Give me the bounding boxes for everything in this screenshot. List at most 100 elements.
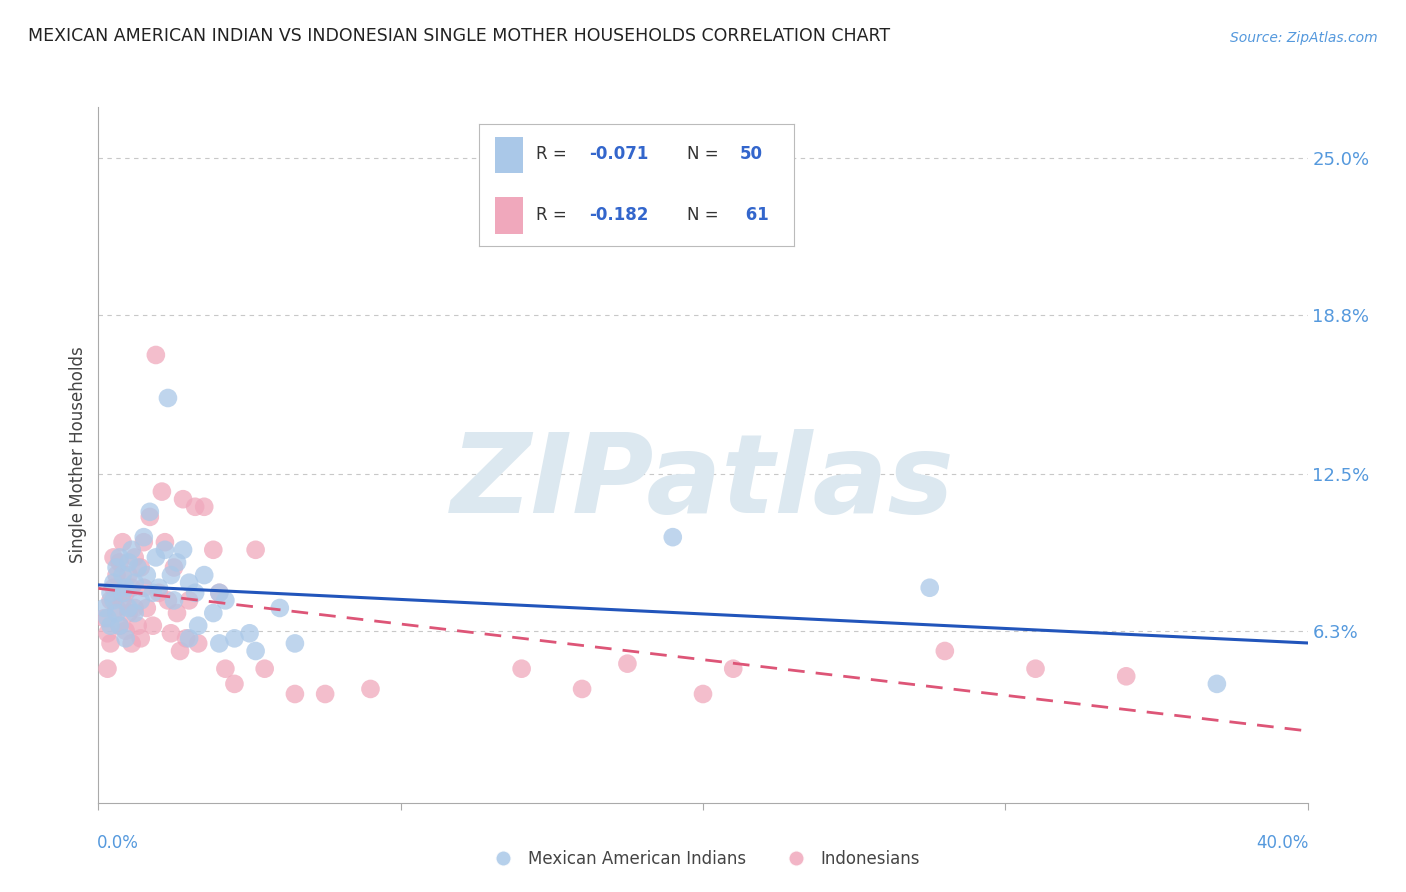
- Point: [193, 500, 215, 514]
- Point: [139, 509, 162, 524]
- Point: [132, 581, 155, 595]
- Point: [245, 542, 267, 557]
- Point: [135, 568, 157, 582]
- Text: Source: ZipAtlas.com: Source: ZipAtlas.com: [1230, 30, 1378, 45]
- Point: [163, 593, 186, 607]
- Point: [129, 593, 152, 607]
- Point: [111, 586, 134, 600]
- Point: [166, 606, 188, 620]
- Point: [142, 586, 165, 600]
- Point: [360, 681, 382, 696]
- Point: [156, 391, 179, 405]
- Point: [100, 593, 122, 607]
- Point: [510, 662, 533, 676]
- Point: [127, 560, 149, 574]
- Point: [114, 581, 136, 595]
- Point: [284, 687, 307, 701]
- Point: [114, 632, 136, 646]
- Point: [124, 606, 146, 620]
- Point: [571, 681, 593, 696]
- Point: [105, 568, 128, 582]
- Point: [124, 601, 146, 615]
- Point: [108, 618, 131, 632]
- Point: [103, 575, 125, 590]
- Point: [148, 586, 170, 600]
- Legend: Mexican American Indians, Indonesians: Mexican American Indians, Indonesians: [479, 843, 927, 874]
- Point: [184, 586, 207, 600]
- Point: [103, 550, 125, 565]
- Point: [245, 644, 267, 658]
- Point: [129, 560, 152, 574]
- Point: [118, 568, 141, 582]
- Point: [100, 586, 122, 600]
- Point: [284, 636, 307, 650]
- Point: [918, 581, 941, 595]
- Point: [253, 662, 276, 676]
- Point: [160, 626, 183, 640]
- Text: MEXICAN AMERICAN INDIAN VS INDONESIAN SINGLE MOTHER HOUSEHOLDS CORRELATION CHART: MEXICAN AMERICAN INDIAN VS INDONESIAN SI…: [28, 27, 890, 45]
- Point: [111, 568, 134, 582]
- Y-axis label: Single Mother Households: Single Mother Households: [69, 347, 87, 563]
- Point: [174, 632, 197, 646]
- Point: [105, 601, 128, 615]
- Point: [103, 581, 125, 595]
- Point: [1206, 677, 1229, 691]
- Point: [100, 636, 122, 650]
- Point: [121, 636, 143, 650]
- Point: [135, 601, 157, 615]
- Point: [96, 662, 118, 676]
- Point: [129, 632, 152, 646]
- Point: [934, 644, 956, 658]
- Point: [214, 593, 236, 607]
- Point: [153, 542, 176, 557]
- Point: [202, 542, 225, 557]
- Point: [148, 581, 170, 595]
- Point: [187, 618, 209, 632]
- Point: [145, 348, 167, 362]
- Point: [132, 530, 155, 544]
- Point: [179, 593, 201, 607]
- Text: 40.0%: 40.0%: [1257, 834, 1309, 852]
- Point: [692, 687, 714, 701]
- Point: [179, 632, 201, 646]
- Point: [118, 606, 141, 620]
- Point: [100, 618, 122, 632]
- Point: [172, 542, 194, 557]
- Point: [96, 626, 118, 640]
- Point: [127, 618, 149, 632]
- Point: [187, 636, 209, 650]
- Point: [202, 606, 225, 620]
- Point: [96, 611, 118, 625]
- Point: [124, 550, 146, 565]
- Point: [208, 586, 231, 600]
- Point: [111, 593, 134, 607]
- Point: [156, 593, 179, 607]
- Point: [723, 662, 745, 676]
- Point: [103, 593, 125, 607]
- Point: [179, 575, 201, 590]
- Point: [118, 601, 141, 615]
- Point: [114, 624, 136, 638]
- Point: [105, 606, 128, 620]
- Point: [93, 611, 115, 625]
- Point: [184, 500, 207, 514]
- Point: [114, 586, 136, 600]
- Point: [153, 535, 176, 549]
- Text: ZIPatlas: ZIPatlas: [451, 429, 955, 536]
- Point: [105, 560, 128, 574]
- Point: [142, 618, 165, 632]
- Point: [124, 575, 146, 590]
- Point: [132, 535, 155, 549]
- Point: [224, 632, 246, 646]
- Point: [208, 636, 231, 650]
- Point: [172, 492, 194, 507]
- Point: [1024, 662, 1046, 676]
- Point: [616, 657, 638, 671]
- Point: [214, 662, 236, 676]
- Text: 0.0%: 0.0%: [97, 834, 139, 852]
- Point: [150, 484, 173, 499]
- Point: [269, 601, 291, 615]
- Point: [93, 601, 115, 615]
- Point: [208, 586, 231, 600]
- Point: [193, 568, 215, 582]
